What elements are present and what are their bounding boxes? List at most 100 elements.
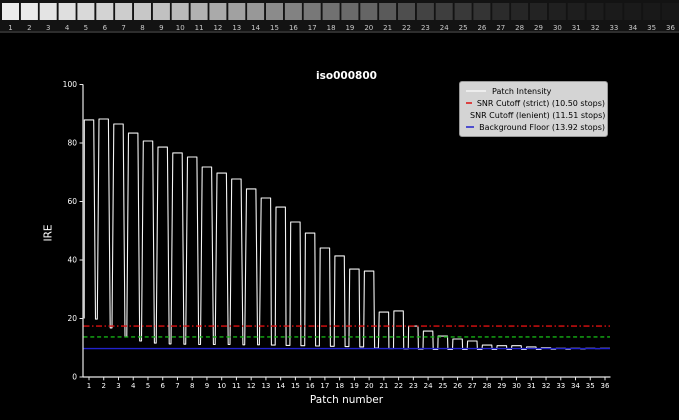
patch-square-31 (567, 3, 585, 20)
patch-number-label: 34 (628, 24, 637, 32)
patch-square-8 (134, 3, 151, 20)
x-tick-label: 11 (232, 382, 241, 390)
patch-square-13 (228, 3, 246, 20)
patch-square-3 (39, 3, 57, 20)
patch-number-label: 21 (383, 24, 392, 32)
x-tick-label: 32 (542, 382, 551, 390)
legend-line-sample (466, 102, 472, 104)
x-tick-label: 26 (453, 382, 462, 390)
patch-number-label: 2 (27, 24, 31, 32)
x-tick-label: 25 (438, 382, 447, 390)
patch-number-label: 12 (213, 24, 222, 32)
patch-number-label: 36 (666, 24, 675, 32)
patch-number-label: 35 (647, 24, 656, 32)
patch-square-14 (247, 3, 265, 20)
patch-number-label: 8 (140, 24, 144, 32)
x-tick-label: 1 (87, 382, 91, 390)
x-tick-label: 33 (556, 382, 565, 390)
y-tick-label: 40 (67, 256, 77, 265)
patch-square-18 (322, 3, 340, 20)
patch-square-11 (190, 3, 208, 20)
patch-square-4 (58, 3, 76, 20)
x-tick-label: 36 (601, 382, 610, 390)
y-tick-label: 60 (67, 197, 77, 206)
x-tick-label: 14 (276, 382, 285, 390)
patch-square-16 (284, 3, 302, 20)
patch-square-9 (152, 3, 170, 20)
patch-square-17 (303, 3, 321, 20)
x-tick-label: 12 (247, 382, 256, 390)
patch-number-label: 25 (459, 24, 468, 32)
legend-label: Patch Intensity (492, 86, 552, 96)
x-tick-label: 35 (586, 382, 595, 390)
legend-entry-3: Background Floor (13.92 stops) (465, 121, 605, 133)
patch-square-20 (360, 3, 378, 20)
x-tick-label: 22 (394, 382, 403, 390)
y-axis-label: IRE (42, 224, 55, 242)
patch-square-6 (96, 3, 114, 20)
patch-number-label: 28 (515, 24, 524, 32)
legend-entry-1: SNR Cutoff (strict) (10.50 stops) (465, 97, 605, 109)
chart-legend: Patch Intensity SNR Cutoff (strict) (10.5… (459, 81, 608, 137)
patch-number-label: 6 (103, 24, 108, 32)
patch-square-27 (492, 3, 510, 20)
x-tick-label: 27 (468, 382, 477, 390)
patch-square-7 (115, 3, 133, 20)
patch-number-label: 5 (84, 24, 88, 32)
patch-square-29 (530, 3, 547, 20)
patch-number-label: 26 (477, 24, 486, 32)
x-tick-label: 18 (335, 382, 344, 390)
patch-square-33 (605, 3, 623, 20)
legend-entry-2: SNR Cutoff (lenient) (11.51 stops) (465, 109, 605, 121)
patch-square-34 (624, 3, 642, 20)
chart-title: iso000800 (316, 70, 377, 82)
x-tick-label: 16 (306, 382, 315, 390)
x-tick-label: 19 (350, 382, 359, 390)
patch-number-label: 20 (364, 24, 373, 32)
legend-label: SNR Cutoff (strict) (10.50 stops) (476, 98, 605, 108)
x-tick-label: 8 (190, 382, 194, 390)
x-tick-label: 9 (205, 382, 209, 390)
patch-number-label: 15 (270, 24, 279, 32)
x-tick-label: 4 (131, 382, 136, 390)
y-tick-label: 80 (67, 139, 77, 148)
x-tick-label: 7 (175, 382, 179, 390)
x-tick-label: 30 (512, 382, 521, 390)
patch-square-36 (662, 3, 679, 20)
x-tick-label: 29 (497, 382, 506, 390)
patch-square-32 (586, 3, 604, 20)
legend-line-sample (466, 126, 475, 128)
patch-number-label: 7 (121, 24, 125, 32)
patch-number-label: 32 (591, 24, 600, 32)
y-tick-label: 100 (63, 80, 78, 89)
x-tick-label: 6 (160, 382, 165, 390)
patch-number-label: 18 (327, 24, 336, 32)
patch-square-22 (398, 3, 415, 20)
patch-intensity-trace (83, 118, 611, 351)
patch-number-label: 16 (289, 24, 298, 32)
x-tick-label: 20 (365, 382, 374, 390)
patch-number-label: 13 (232, 24, 241, 32)
patch-number-label: 24 (440, 24, 449, 32)
legend-entry-0: Patch Intensity (465, 85, 605, 97)
legend-label: Background Floor (13.92 stops) (479, 122, 605, 132)
patch-number-label: 33 (609, 24, 618, 32)
patch-square-24 (435, 3, 453, 20)
x-tick-label: 34 (571, 382, 580, 390)
patch-number-label: 17 (308, 24, 317, 32)
patch-number-label: 31 (572, 24, 581, 32)
y-tick-label: 0 (72, 373, 77, 382)
patch-square-35 (643, 3, 661, 20)
patch-number-label: 3 (46, 24, 50, 32)
strip-separator-line (0, 31, 679, 33)
patch-square-19 (341, 3, 359, 20)
patch-square-12 (209, 3, 227, 20)
x-tick-label: 15 (291, 382, 300, 390)
x-tick-label: 17 (320, 382, 329, 390)
y-tick-label: 20 (67, 314, 77, 323)
patch-square-2 (20, 3, 38, 20)
patch-number-label: 19 (345, 24, 354, 32)
patch-number-label: 10 (176, 24, 185, 32)
patch-square-28 (511, 3, 529, 20)
